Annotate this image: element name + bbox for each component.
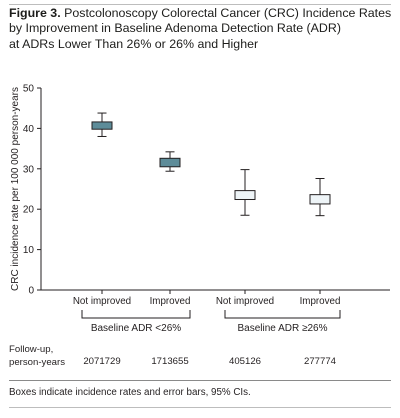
followup-label-line-2: person-years (9, 356, 65, 368)
figure-title-line-2: by Improvement in Baseline Adenoma Detec… (9, 21, 341, 36)
figure-label: Figure 3. (9, 6, 61, 20)
followup-value-improved-high: 277774 (303, 356, 336, 367)
y-tick-label-30: 30 (23, 164, 35, 175)
footnote: Boxes indicate incidence rates and error… (9, 387, 251, 398)
y-tick-label-50: 50 (23, 84, 35, 95)
y-axis-title: CRC incidence rate per 100 000 person-ye… (10, 87, 21, 291)
incidence-box-2 (234, 190, 256, 201)
y-tick-label-40: 40 (23, 124, 35, 135)
y-tick-label-10: 10 (23, 245, 35, 256)
footnote-rule (9, 380, 391, 381)
figure-title-text-1: Postcolonoscopy Colorectal Cancer (CRC) … (64, 6, 392, 20)
followup-value-not-improved-high: 405126 (228, 356, 261, 367)
followup-label-line-1: Follow-up, (9, 344, 54, 355)
group-bracket-1 (224, 310, 341, 319)
figure-title: Figure 3. Postcolonoscopy Colorectal Can… (9, 6, 393, 52)
figure-title-line-1: Figure 3. Postcolonoscopy Colorectal Can… (9, 6, 393, 21)
title-top-rule (9, 4, 391, 5)
incidence-box-3 (309, 194, 331, 205)
followup-value-not-improved-low: 2071729 (83, 356, 121, 367)
group-bracket-0 (81, 310, 191, 319)
x-tick-label-0: Not improved (73, 296, 131, 307)
x-tick-label-3: Improved (300, 296, 341, 307)
bottom-rule (9, 407, 391, 408)
group-label-0: Baseline ADR <26% (91, 323, 181, 334)
y-tick-label-20: 20 (23, 205, 35, 216)
incidence-box-1 (159, 157, 181, 168)
followup-value-improved-low: 1713655 (151, 356, 189, 367)
group-label-1: Baseline ADR ≥26% (238, 323, 328, 334)
x-tick-label-2: Not improved (216, 296, 274, 307)
followup-label: Follow-up, person-years (9, 344, 65, 369)
incidence-box-0 (91, 121, 113, 130)
figure-title-line-3: at ADRs Lower Than 26% or 26% and Higher (9, 36, 259, 51)
x-tick-label-1: Improved (150, 296, 191, 307)
y-tick-label-0: 0 (28, 286, 34, 297)
